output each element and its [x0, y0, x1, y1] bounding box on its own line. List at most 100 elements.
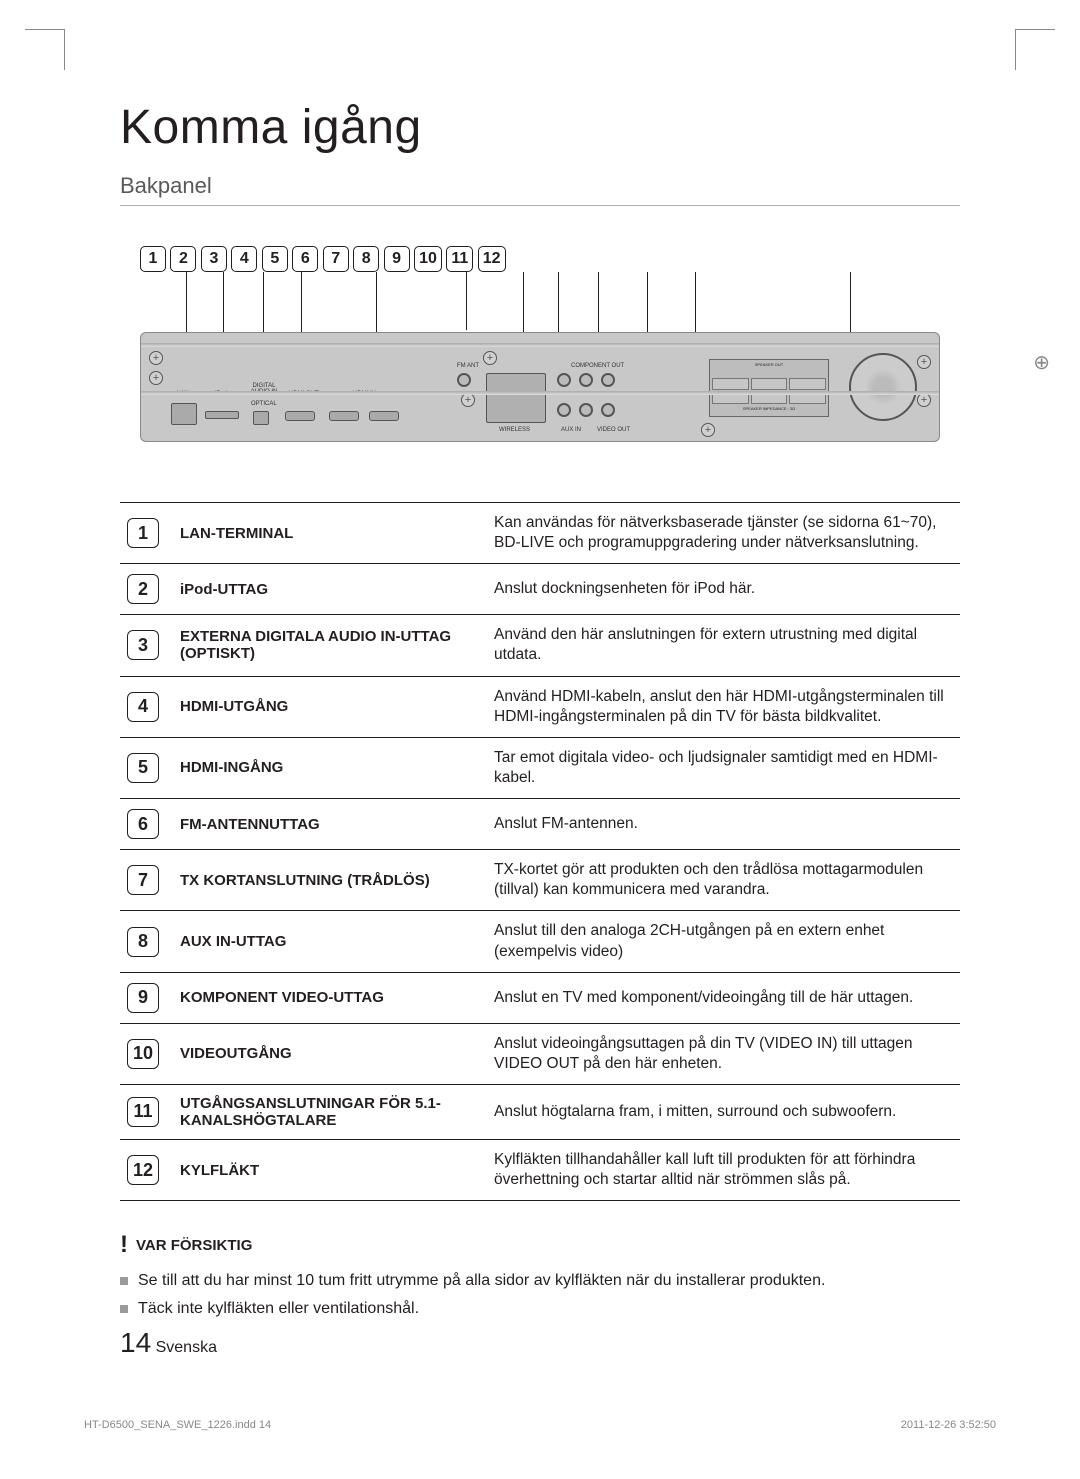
spec-row: 3EXTERNA DIGITALA AUDIO IN-UTTAG (OPTISK… [120, 615, 960, 676]
spec-row: 6 FM-ANTENNUTTAG Anslut FM-antennen. [120, 799, 960, 850]
rca-port-icon [579, 403, 593, 417]
ipod-port-icon [205, 411, 239, 419]
row-number: 10 [127, 1039, 159, 1069]
crop-marks [45, 30, 1035, 70]
section-subtitle: Bakpanel [120, 173, 960, 206]
row-name: TX KORTANSLUTNING (TRÅDLÖS) [180, 872, 480, 889]
row-description: Anslut dockningsenheten för iPod här. [494, 579, 960, 599]
page-number: 14 [120, 1327, 151, 1358]
rear-panel-diagram: 1 2 3 4 5 6 7 8 9 10 11 12 [140, 246, 940, 442]
label-digital-audio: DIGITAL AUDIO IN [249, 383, 279, 395]
spec-row: 11 UTGÅNGSANSLUTNINGAR FÖR 5.1-KANALSHÖGT… [120, 1085, 960, 1140]
row-number: 4 [127, 692, 159, 722]
row-description: Anslut FM-antennen. [494, 814, 960, 834]
row-number: 8 [127, 927, 159, 957]
wireless-card-slot-icon [486, 373, 546, 423]
cooling-fan-icon [849, 353, 917, 421]
row-number: 9 [127, 983, 159, 1013]
row-number: 1 [127, 518, 159, 548]
rca-port-icon [557, 403, 571, 417]
label-impedance: SPEAKER IMPEDANCE : 3Ω [712, 406, 826, 414]
row-description: Använd HDMI-kabeln, anslut den här HDMI-… [494, 687, 960, 727]
row-name: HDMI-INGÅNG [180, 759, 480, 776]
callout-1: 1 [140, 246, 166, 272]
callout-2: 2 [170, 246, 196, 272]
screw-icon [917, 393, 931, 407]
page-footer: 14 Svenska [120, 1327, 217, 1359]
hdmi-out-port-icon [285, 411, 315, 421]
callout-11: 11 [446, 246, 473, 272]
label-fm-ant: FM ANT [457, 363, 479, 369]
rca-port-icon [557, 373, 571, 387]
row-description: Anslut en TV med komponent/videoingång t… [494, 988, 960, 1008]
callout-7: 7 [323, 246, 349, 272]
row-name: UTGÅNGSANSLUTNINGAR FÖR 5.1-KANALSHÖGTAL… [180, 1095, 480, 1129]
screw-icon [701, 423, 715, 437]
row-description: Anslut videoingångsuttagen på din TV (VI… [494, 1034, 960, 1074]
rca-port-icon [601, 373, 615, 387]
caution-item: Se till att du har minst 10 tum fritt ut… [120, 1269, 960, 1293]
spec-row: 1LAN-TERMINALKan användas för nätverksba… [120, 502, 960, 564]
callout-12: 12 [478, 246, 506, 272]
row-description: TX-kortet gör att produkten och den tråd… [494, 860, 960, 900]
row-description: Tar emot digitala video- och ljudsignale… [494, 748, 960, 788]
row-description: Anslut till den analoga 2CH-utgången på … [494, 921, 960, 961]
row-name: FM-ANTENNUTTAG [180, 816, 480, 833]
screw-icon [917, 355, 931, 369]
row-number: 12 [127, 1155, 159, 1185]
callout-3: 3 [201, 246, 227, 272]
callout-10: 10 [414, 246, 442, 272]
row-name: iPod-UTTAG [180, 581, 480, 598]
page-title: Komma igång [120, 100, 960, 155]
screw-icon [149, 371, 163, 385]
row-description: Använd den här anslutningen för extern u… [494, 625, 960, 665]
callout-6: 6 [292, 246, 318, 272]
spec-table: 1LAN-TERMINALKan användas för nätverksba… [120, 502, 960, 1201]
caution-heading: VAR FÖRSIKTIG [136, 1237, 252, 1254]
spec-row: 7 TX KORTANSLUTNING (TRÅDLÖS) TX-kortet gö… [120, 850, 960, 911]
callout-row: 1 2 3 4 5 6 7 8 9 10 11 12 [140, 246, 940, 272]
row-name: KOMPONENT VIDEO-UTTAG [180, 989, 480, 1006]
page-language: Svenska [156, 1339, 217, 1356]
label-optical: OPTICAL [251, 401, 277, 407]
label-speaker-out: SPEAKER OUT [712, 362, 826, 376]
spec-row: 12KYLFLÄKTKylfläkten tillhandahåller kal… [120, 1140, 960, 1201]
callout-5: 5 [262, 246, 288, 272]
row-number: 6 [127, 809, 159, 839]
speaker-terminals-icon: SPEAKER OUT SPEAKER IMPEDANCE : 3Ω [709, 359, 829, 417]
imprint-file: HT-D6500_SENA_SWE_1226.indd 14 [84, 1419, 271, 1431]
hdmi-in-port-icon [329, 411, 359, 421]
hdmi-in-port-icon [369, 411, 399, 421]
screw-icon [483, 351, 497, 365]
screw-icon [149, 351, 163, 365]
registration-mark-icon: ⊕ [1033, 350, 1050, 375]
rear-panel-illustration: LAN iPod DIGITAL AUDIO IN OPTICAL HDMI O… [140, 332, 940, 442]
spec-row: 2 iPod-UTTAG Anslut dockningsenheten för i… [120, 564, 960, 615]
imprint-line: HT-D6500_SENA_SWE_1226.indd 14 2011-12-2… [84, 1419, 996, 1431]
callout-8: 8 [353, 246, 379, 272]
label-ipod: iPod [215, 391, 227, 397]
screw-icon [461, 393, 475, 407]
warning-icon: ! [120, 1231, 128, 1259]
label-wireless: WIRELESS [499, 427, 530, 433]
label-component: COMPONENT OUT [571, 363, 624, 369]
caution-item: Täck inte kylfläkten eller ventilationsh… [120, 1297, 960, 1321]
row-name: AUX IN-UTTAG [180, 933, 480, 950]
imprint-date: 2011-12-26 3:52:50 [901, 1419, 996, 1431]
row-number: 11 [127, 1097, 159, 1127]
rca-port-icon [601, 403, 615, 417]
optical-port-icon [253, 411, 269, 425]
rca-port-icon [579, 373, 593, 387]
row-number: 7 [127, 865, 159, 895]
spec-row: 4 HDMI-UTGÅNG Använd HDMI-kabeln, anslut d… [120, 677, 960, 738]
spec-row: 9 KOMPONENT VIDEO-UTTAG Anslut en TV med k… [120, 973, 960, 1024]
row-number: 2 [127, 574, 159, 604]
row-number: 3 [127, 630, 159, 660]
row-number: 5 [127, 753, 159, 783]
row-description: Kylfläkten tillhandahåller kall luft til… [494, 1150, 960, 1190]
label-hdmi-out: HDMI OUT [289, 391, 319, 397]
row-name: LAN-TERMINAL [180, 525, 480, 542]
leader-lines [140, 272, 940, 332]
row-description: Anslut högtalarna fram, i mitten, surrou… [494, 1102, 960, 1122]
row-name: HDMI-UTGÅNG [180, 698, 480, 715]
